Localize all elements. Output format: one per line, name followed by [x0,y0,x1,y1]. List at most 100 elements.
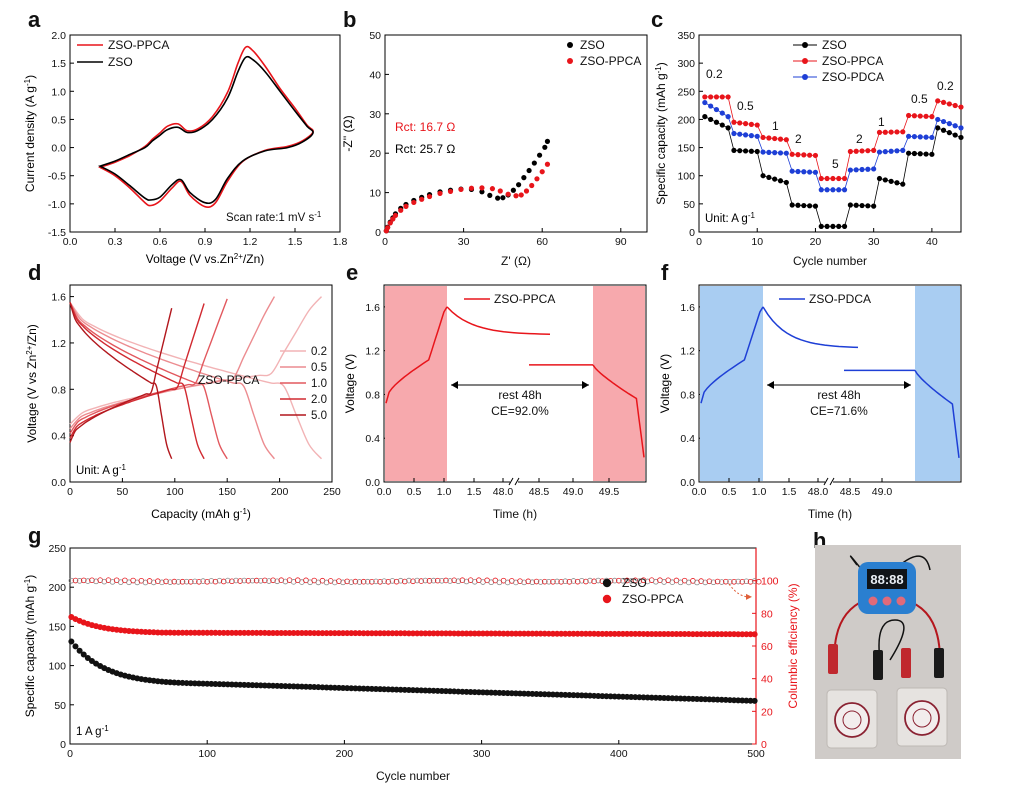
ce-point-ppca [401,578,408,585]
rate-label: 0.5 [737,99,754,113]
capacity-point-ppca [607,630,614,637]
ce-point-zso [68,577,75,584]
y-tick-label: 2.0 [51,30,66,42]
legend-label: 1.0 [311,378,327,390]
capacity-point-ppca [591,630,598,637]
axis-break-bg [510,478,518,486]
rest-label: rest 48h [817,388,860,402]
legend-label: ZSO [622,576,647,590]
capacity-point-ppca [344,630,351,637]
y-tick-label: 1.2 [365,346,380,358]
capacity-point-ppca [389,630,396,637]
y-tick-label: 50 [683,199,695,211]
ce-point-zso [241,577,248,584]
rate-label: 2 [795,132,802,146]
ce-point-zso [422,577,429,584]
y-tick-label: 200 [677,114,695,126]
capacity-point-ppca [611,630,618,637]
capacity-point-ppca [381,630,388,637]
y-tick-label: 1.5 [51,58,66,70]
ce-point-zso [216,577,223,584]
capacity-point-ppca [665,631,672,638]
ce-point-ppca [369,578,375,585]
x-tick-label: 48.0 [493,486,514,498]
y-tick-label: -1.5 [48,227,66,239]
capacity-point-ppca [537,630,544,637]
rest-arrow-head [451,381,458,389]
x-tick-label: 0 [67,748,73,760]
charge-region [385,286,447,481]
x-tick-label: 1.0 [752,486,767,498]
y-tick-label: 0.4 [51,431,66,443]
x-tick-label: 0.5 [407,486,422,498]
x-tick-label: 300 [473,748,491,760]
capacity-point-ppca [335,630,342,637]
y-tick-label: 1.6 [365,302,380,314]
capacity-point-ppca [315,630,322,637]
capacity-point-zso [751,697,758,704]
ce-point-zso [233,577,239,584]
panel-c: 0 10 20 30 40 0 50 100 150 200 250 300 350 ZSO ZSO-PPC… [651,7,964,268]
ce-point-zso [76,578,83,584]
y2-tick-label: 80 [761,608,773,620]
capacity-point-ppca [459,630,466,637]
ce-point-ppca [747,578,754,585]
nyquist-point-zso-ppca [529,182,535,189]
capacity-point-ppca [652,630,659,637]
capacity-point-ppca [319,630,326,637]
capacity-point-ppca [163,629,170,636]
capacity-point-ppca [270,629,277,636]
x-axis-label: Time (h) [808,507,852,521]
ce-point-ppca [410,578,416,585]
capacity-point-ppca [628,630,635,637]
discharge-curve [69,302,205,460]
rest-label: rest 48h [498,388,541,402]
nyquist-point-zso [536,152,543,158]
capacity-point-ppca [167,629,174,636]
x-tick-label: 1.5 [782,486,797,498]
clip-red [901,648,911,678]
nyquist-point-zso [542,144,548,150]
ce-point-zso [356,579,363,585]
capacity-point-ppca [529,630,536,637]
x-tick-label: 200 [271,486,289,498]
capacity-point-ppca [578,630,585,637]
capacity-point-ppca [360,630,367,637]
ce-point-zso [381,578,387,584]
ce-point-zso [175,579,182,585]
ce-point-ppca [262,577,268,584]
ce-point-ppca [550,578,556,585]
unit-label: 1 A g-1 [76,724,109,739]
x-tick-label: 0.0 [692,486,707,498]
axis-break [823,477,829,486]
ce-point-ppca [204,578,211,585]
capacity-point-ppca [661,630,668,637]
capacity-point-ppca [726,631,733,638]
nyquist-point-zso-ppca [411,199,417,206]
capacity-point-ppca [706,631,713,638]
capacity-point-zso [76,647,83,654]
capacity-point-ppca [294,630,301,637]
y2-axis-label: Columbic efficiency (%) [786,583,800,708]
legend-label: 0.5 [311,362,327,374]
ce-point-ppca [591,578,597,585]
ce-point-ppca [196,579,202,585]
y-tick-label: 0.0 [51,477,66,489]
x-tick-label: 0 [696,236,702,248]
capacity-point-ppca [525,630,532,637]
capacity-point-ppca [648,630,655,637]
x-tick-label: 1.0 [437,486,452,498]
x-tick-label: 90 [615,236,627,248]
panel-g: 0 100 200 300 400 500050100150200250020406080… [23,523,801,783]
capacity-point-ppca [582,630,589,637]
panel-d: 0 50 100 150 200 250 0.0 0.4 0.8 1.2 1.6 0.2 0.5 1.0 2… [25,260,341,521]
axes-frame [698,34,962,233]
rate-line-zso-pdca [704,102,962,191]
capacity-point-ppca [171,629,178,636]
capacity-point-zso [72,643,79,650]
y2-tick-label: 0 [761,739,767,751]
x-axis-label: Capacity (mAh g-1) [151,507,251,522]
y-tick-label: 150 [48,621,66,633]
rct-annotation-ppca: Rct: 16.7 Ω [395,120,455,134]
ce-point-zso [710,579,717,586]
